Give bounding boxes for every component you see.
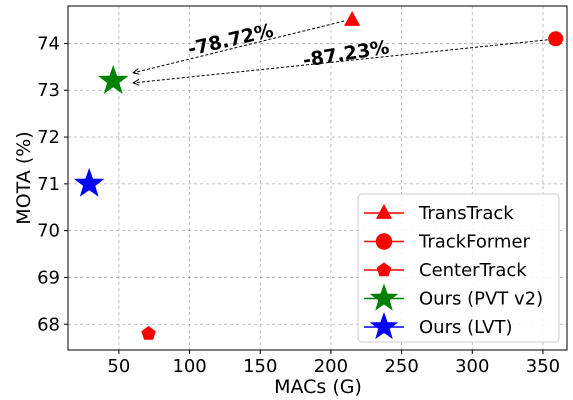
x-tick-label: 50: [107, 356, 130, 377]
x-axis-ticks: 50 100 150 200 250 300 350: [107, 350, 560, 377]
legend-marker: [376, 262, 392, 277]
data-point: [548, 31, 564, 47]
annotation-label: -78.72%: [186, 20, 276, 61]
y-tick-label: 68: [37, 314, 60, 335]
data-points: [73, 11, 564, 340]
x-tick-label: 150: [243, 356, 277, 377]
legend-marker: [369, 312, 399, 340]
legend-label: TrackFormer: [418, 232, 531, 253]
y-tick-label: 74: [37, 33, 60, 54]
legend-box: [357, 193, 560, 343]
data-point: [141, 325, 156, 340]
x-tick-label: 350: [526, 356, 560, 377]
legend-label: Ours (PVT v2): [419, 289, 543, 310]
data-point: [344, 11, 361, 26]
legend-marker: [375, 233, 393, 250]
y-tick-label: 73: [37, 80, 60, 101]
legend-label: Ours (LVT): [419, 317, 512, 338]
legend: TransTrack TrackFormer CenterTrack Ours (PV…: [357, 193, 560, 343]
annotation-arrow: [133, 39, 548, 83]
annotation-label: -87.23%: [301, 36, 390, 71]
data-point: [98, 64, 129, 94]
annotation-arrow: [133, 20, 345, 73]
legend-marker: [369, 283, 399, 311]
x-tick-label: 200: [314, 356, 348, 377]
x-axis-label: MACs (G): [274, 376, 362, 398]
annotation-arrows: -78.72% -87.23%: [133, 20, 548, 83]
y-axis-label: MOTA (%): [13, 131, 35, 224]
plot-frame: [67, 5, 568, 351]
legend-marker: [375, 204, 393, 219]
legend-label: TransTrack: [418, 203, 514, 224]
y-tick-label: 70: [37, 221, 60, 242]
x-tick-label: 250: [384, 356, 418, 377]
data-point: [73, 167, 105, 197]
y-tick-label: 71: [37, 174, 60, 195]
x-tick-label: 300: [455, 356, 489, 377]
legend-label: CenterTrack: [419, 260, 527, 281]
x-tick-label: 100: [172, 356, 206, 377]
y-tick-label: 69: [37, 267, 60, 288]
y-axis-ticks: 68 69 70 71 72 73 74: [37, 33, 68, 335]
y-tick-label: 72: [37, 127, 60, 148]
